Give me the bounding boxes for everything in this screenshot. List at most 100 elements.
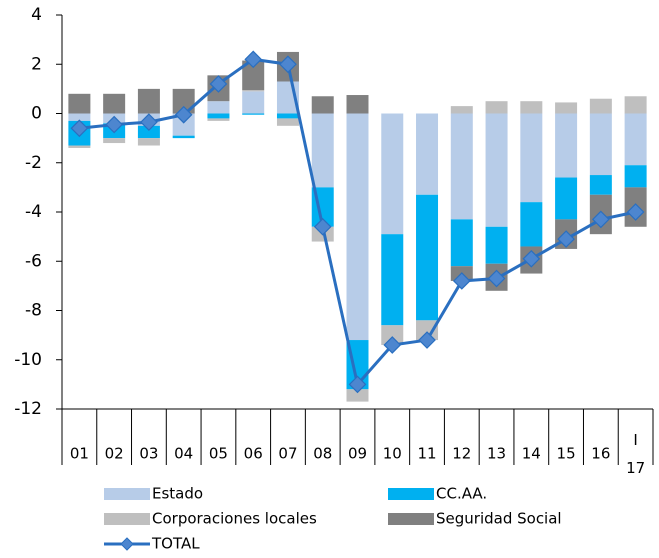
bar-segment bbox=[346, 113, 369, 341]
bar-segment bbox=[207, 118, 230, 121]
legend-label: TOTAL bbox=[151, 535, 200, 553]
total-marker bbox=[140, 113, 158, 131]
bar-segment bbox=[450, 113, 473, 220]
x-tick-label: 09 bbox=[348, 445, 367, 463]
legend-swatch bbox=[388, 513, 434, 525]
total-marker bbox=[487, 269, 506, 288]
legend-swatch bbox=[104, 488, 150, 500]
x-tick-label: 12 bbox=[452, 445, 471, 463]
total-marker bbox=[522, 249, 541, 268]
total-marker bbox=[557, 230, 575, 248]
bar-segment bbox=[381, 234, 404, 326]
bar-segment bbox=[68, 93, 91, 114]
bar-segment bbox=[485, 226, 508, 264]
bar-segment bbox=[242, 60, 265, 91]
x-tick-label: 05 bbox=[209, 445, 228, 463]
total-marker bbox=[348, 375, 367, 394]
bar-segment bbox=[346, 389, 369, 402]
legend-label: Corporaciones locales bbox=[152, 510, 317, 528]
bar-segment bbox=[137, 88, 160, 114]
total-marker bbox=[452, 272, 471, 290]
legend-label: Estado bbox=[152, 485, 203, 503]
bar-segment bbox=[68, 145, 91, 148]
total-marker bbox=[383, 336, 402, 354]
y-tick-label: -4 bbox=[25, 202, 42, 222]
bar-segment bbox=[589, 175, 612, 195]
bar-segment bbox=[520, 101, 543, 114]
bar-segment bbox=[589, 113, 612, 176]
legend-label: CC.AA. bbox=[436, 485, 487, 503]
bar-segment bbox=[416, 113, 439, 195]
bar-segment bbox=[103, 93, 126, 114]
total-marker bbox=[209, 75, 228, 93]
y-tick-label: -6 bbox=[25, 251, 42, 271]
x-tick-label: 14 bbox=[522, 445, 541, 463]
bar-segment bbox=[346, 95, 369, 114]
bar-segment bbox=[276, 113, 299, 119]
total-marker bbox=[279, 55, 297, 74]
y-tick-label: 4 bbox=[31, 5, 42, 25]
bar-segment bbox=[311, 96, 334, 114]
bar-segment bbox=[555, 102, 578, 114]
y-tick-label: -8 bbox=[25, 301, 42, 321]
bar-segment bbox=[485, 113, 508, 227]
bar-segment bbox=[137, 125, 160, 139]
bar-segment bbox=[589, 98, 612, 114]
bar-segment bbox=[242, 90, 265, 92]
bar-segment bbox=[103, 138, 126, 144]
total-marker bbox=[174, 105, 193, 124]
x-tick-label: 08 bbox=[313, 445, 332, 463]
bar-segment bbox=[381, 113, 404, 235]
bar-segment bbox=[68, 113, 91, 121]
bar-segment bbox=[555, 113, 578, 178]
legend-marker bbox=[120, 537, 134, 551]
bar-segment bbox=[450, 219, 473, 267]
bar-segment bbox=[242, 113, 265, 115]
x-tick-label: 07 bbox=[278, 445, 297, 463]
x-tick-label: 02 bbox=[105, 445, 124, 463]
total-marker bbox=[313, 217, 332, 236]
bar-segment bbox=[416, 320, 439, 341]
x-tick-label: 01 bbox=[70, 445, 89, 463]
total-marker bbox=[244, 50, 263, 69]
bar-segment bbox=[624, 165, 647, 188]
total-marker bbox=[105, 115, 123, 134]
y-tick-label: 2 bbox=[31, 54, 42, 74]
bar-segment bbox=[485, 101, 508, 114]
x-tick-label: 11 bbox=[417, 445, 436, 463]
legend-swatch bbox=[104, 513, 150, 525]
x-tick-label: 15 bbox=[557, 445, 576, 463]
x-tick-label: 03 bbox=[139, 445, 158, 463]
x-tick-label: 13 bbox=[487, 445, 506, 463]
total-marker bbox=[418, 331, 436, 349]
bar-segment bbox=[276, 118, 299, 126]
bar-segment bbox=[624, 96, 647, 114]
bar-segment bbox=[172, 135, 195, 139]
bar-segment bbox=[450, 106, 473, 114]
y-tick-label: -12 bbox=[14, 399, 42, 419]
x-tick-label: 06 bbox=[244, 445, 263, 463]
bar-segment bbox=[416, 194, 439, 321]
bar-segment bbox=[242, 91, 265, 114]
total-marker bbox=[70, 119, 89, 138]
y-tick-label: 0 bbox=[31, 104, 42, 124]
bar-segment bbox=[555, 177, 578, 220]
bar-segment bbox=[207, 113, 230, 119]
x-tick-label: 04 bbox=[174, 445, 193, 463]
bar-segment bbox=[624, 113, 647, 166]
bar-segment bbox=[311, 113, 334, 188]
x-tick-label: 16 bbox=[591, 445, 610, 463]
bar-segment bbox=[137, 138, 160, 146]
x-tick-label: 10 bbox=[383, 445, 402, 463]
y-tick-label: -2 bbox=[25, 153, 42, 173]
bar-segment bbox=[207, 101, 230, 114]
x-tick-label: I 17 bbox=[626, 431, 645, 477]
legend-label: Seguridad Social bbox=[436, 510, 562, 528]
total-marker bbox=[592, 210, 610, 229]
total-marker bbox=[626, 203, 645, 221]
bar-segment bbox=[520, 202, 543, 247]
legend-swatch bbox=[388, 488, 434, 500]
bar-segment bbox=[172, 88, 195, 114]
y-tick-label: -10 bbox=[14, 350, 42, 370]
